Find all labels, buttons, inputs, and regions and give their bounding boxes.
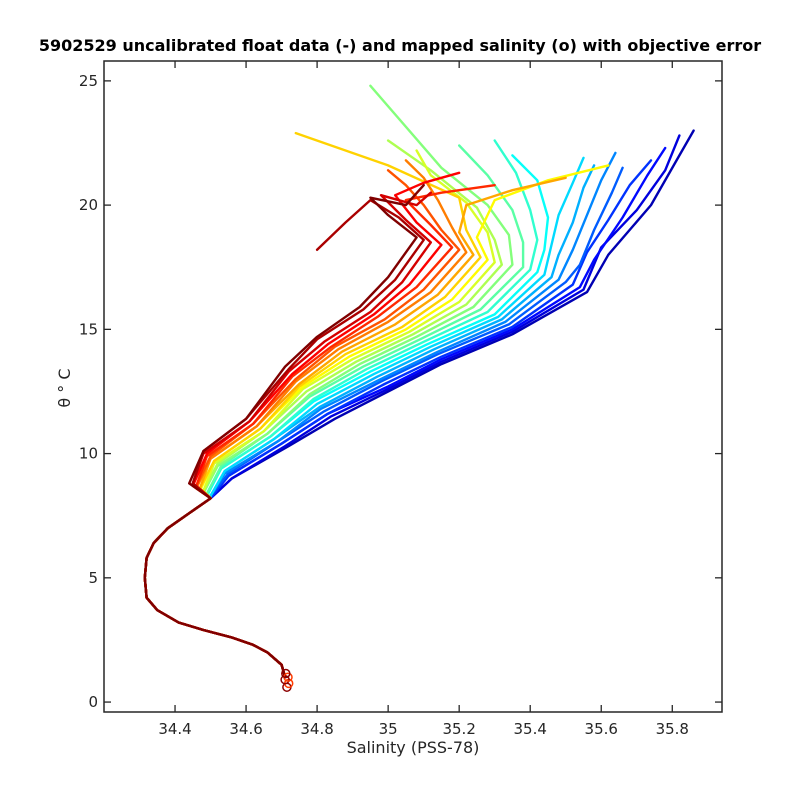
y-tick-label: 25	[79, 72, 98, 90]
y-axis: 0 5 10 15 20 25	[79, 72, 722, 711]
x-tick-label: 35.6	[585, 720, 618, 738]
y-tick-label: 15	[79, 320, 98, 338]
mapped-salinity-marker	[280, 674, 290, 685]
x-tick-label: 35	[379, 720, 398, 738]
x-axis: 34.4 34.6 34.8 35 35.2 35.4 35.6 35.8	[158, 61, 689, 738]
x-axis-label: Salinity (PSS-78)	[347, 738, 480, 757]
x-tick-label: 34.6	[229, 720, 262, 738]
x-tick-label: 35.8	[656, 720, 689, 738]
profile-line	[143, 183, 425, 679]
x-tick-label: 35.2	[442, 720, 475, 738]
mapped-salinity-marker	[281, 668, 291, 679]
markers-layer	[280, 668, 294, 692]
x-tick-label: 34.8	[300, 720, 333, 738]
plot-frame	[103, 60, 723, 713]
plot-area	[104, 61, 722, 712]
profiles-layer	[143, 84, 695, 679]
x-tick-label: 35.4	[514, 720, 547, 738]
x-tick-label: 34.4	[158, 720, 191, 738]
y-tick-label: 5	[88, 569, 98, 587]
y-tick-label: 0	[88, 693, 98, 711]
chart-title: 5902529 uncalibrated float data (-) and …	[39, 36, 761, 55]
y-axis-label: θ ° C	[55, 368, 74, 407]
y-tick-label: 10	[79, 445, 98, 463]
y-tick-label: 20	[79, 196, 98, 214]
